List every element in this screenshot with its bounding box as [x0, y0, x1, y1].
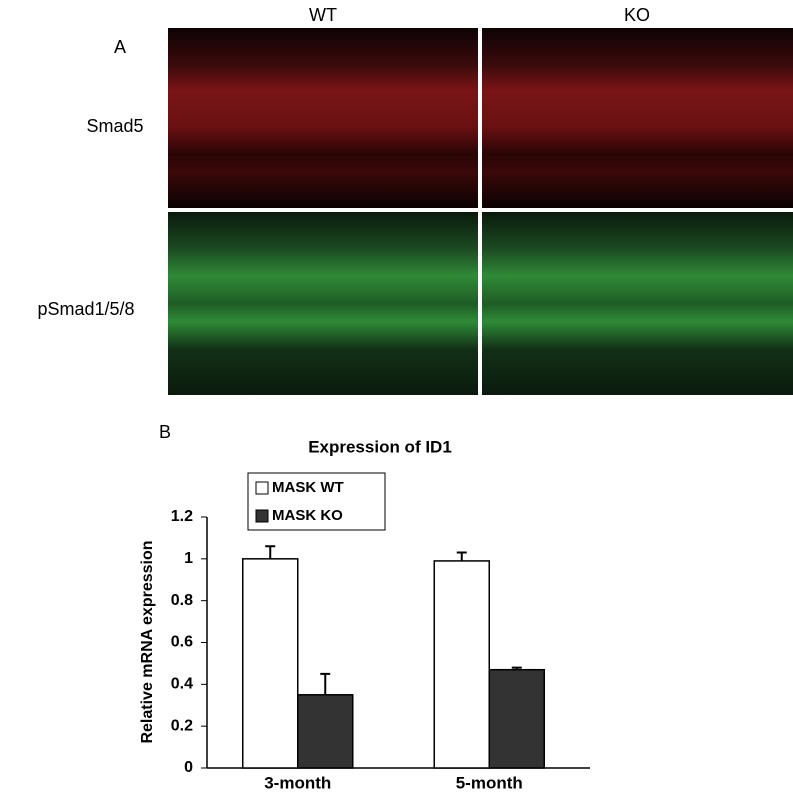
bar [488, 668, 545, 769]
error-bar [265, 545, 276, 559]
y-tick-label: 0 [184, 759, 193, 776]
panel-label: B [159, 422, 171, 442]
y-tick-label: 0.4 [171, 676, 193, 693]
error-bar [511, 666, 522, 670]
bar [433, 560, 490, 769]
legend-label: MASK WT [272, 479, 344, 496]
error-bar [456, 551, 467, 561]
chart-title: Expression of ID1 [308, 437, 452, 456]
micrograph [168, 212, 478, 395]
legend-swatch [255, 509, 269, 523]
micrograph [482, 28, 793, 208]
column-label: KO [624, 5, 650, 25]
bar [297, 694, 354, 769]
x-tick-label: 3-month [264, 773, 331, 792]
legend-swatch [255, 481, 269, 495]
panel-label: A [114, 37, 126, 57]
row-label: pSmad1/5/8 [37, 299, 134, 319]
x-tick-label: 5-month [456, 773, 523, 792]
legend-label: MASK KO [272, 507, 343, 524]
row-label: Smad5 [86, 116, 143, 136]
error-bar [320, 672, 331, 695]
micrograph [168, 28, 478, 208]
y-tick-label: 0.8 [171, 592, 193, 609]
bar [242, 558, 299, 769]
y-tick-label: 0.2 [171, 717, 193, 734]
micrograph [482, 212, 793, 395]
legend-box [247, 472, 386, 531]
y-tick-label: 1.2 [171, 508, 193, 525]
column-label: WT [309, 5, 337, 25]
y-axis-label: Relative mRNA expression [139, 540, 156, 743]
y-tick-label: 0.6 [171, 634, 193, 651]
y-tick-label: 1 [184, 550, 193, 567]
